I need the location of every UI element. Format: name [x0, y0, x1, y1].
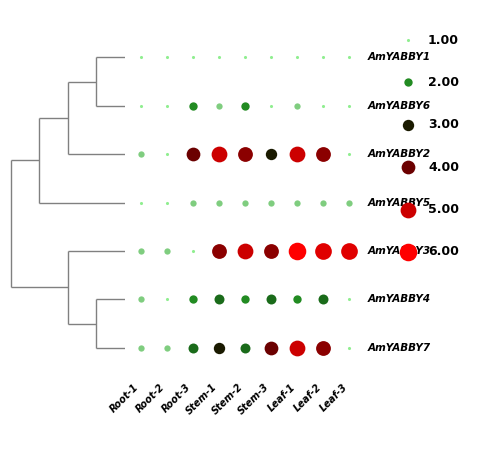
Point	[215, 102, 223, 109]
Point	[267, 247, 275, 255]
Point	[404, 36, 412, 44]
Point	[241, 199, 249, 206]
Point	[162, 102, 170, 109]
Text: AmYABBY5: AmYABBY5	[368, 197, 430, 208]
Point	[189, 54, 197, 61]
Point	[241, 344, 249, 351]
Point	[404, 163, 412, 171]
Text: AmYABBY2: AmYABBY2	[368, 149, 430, 159]
Point	[136, 296, 144, 303]
Point	[404, 248, 412, 256]
Point	[346, 150, 354, 158]
Point	[267, 102, 275, 109]
Point	[320, 296, 328, 303]
Point	[346, 296, 354, 303]
Point	[241, 102, 249, 109]
Point	[346, 247, 354, 255]
Point	[215, 54, 223, 61]
Text: 4.00: 4.00	[428, 161, 459, 174]
Point	[293, 199, 301, 206]
Point	[293, 150, 301, 158]
Point	[136, 102, 144, 109]
Point	[189, 199, 197, 206]
Point	[293, 102, 301, 109]
Point	[215, 199, 223, 206]
Point	[320, 150, 328, 158]
Point	[346, 102, 354, 109]
Point	[267, 344, 275, 351]
Point	[215, 150, 223, 158]
Point	[404, 206, 412, 213]
Point	[215, 344, 223, 351]
Text: AmYABBY7: AmYABBY7	[368, 343, 430, 353]
Point	[320, 199, 328, 206]
Point	[241, 150, 249, 158]
Point	[346, 199, 354, 206]
Point	[404, 121, 412, 129]
Point	[241, 296, 249, 303]
Point	[293, 54, 301, 61]
Point	[136, 199, 144, 206]
Point	[136, 344, 144, 351]
Point	[293, 247, 301, 255]
Text: AmYABBY1: AmYABBY1	[368, 52, 430, 62]
Point	[136, 247, 144, 255]
Point	[189, 102, 197, 109]
Point	[320, 54, 328, 61]
Point	[189, 247, 197, 255]
Point	[241, 247, 249, 255]
Point	[320, 102, 328, 109]
Point	[267, 54, 275, 61]
Point	[215, 247, 223, 255]
Point	[404, 79, 412, 86]
Point	[267, 199, 275, 206]
Text: AmYABBY4: AmYABBY4	[368, 294, 430, 304]
Point	[267, 150, 275, 158]
Point	[267, 296, 275, 303]
Point	[241, 54, 249, 61]
Point	[136, 54, 144, 61]
Text: AmYABBY6: AmYABBY6	[368, 101, 430, 111]
Point	[162, 150, 170, 158]
Point	[189, 296, 197, 303]
Text: 6.00: 6.00	[428, 245, 459, 259]
Text: 1.00: 1.00	[428, 33, 459, 47]
Point	[346, 344, 354, 351]
Point	[162, 247, 170, 255]
Point	[293, 296, 301, 303]
Point	[189, 344, 197, 351]
Point	[162, 296, 170, 303]
Point	[320, 247, 328, 255]
Text: 3.00: 3.00	[428, 118, 459, 131]
Point	[293, 344, 301, 351]
Point	[136, 150, 144, 158]
Point	[346, 54, 354, 61]
Text: AmYABBY3: AmYABBY3	[368, 246, 430, 256]
Point	[189, 150, 197, 158]
Text: 2.00: 2.00	[428, 76, 459, 89]
Point	[162, 54, 170, 61]
Point	[162, 344, 170, 351]
Text: 5.00: 5.00	[428, 203, 459, 216]
Point	[215, 296, 223, 303]
Point	[162, 199, 170, 206]
Point	[320, 344, 328, 351]
